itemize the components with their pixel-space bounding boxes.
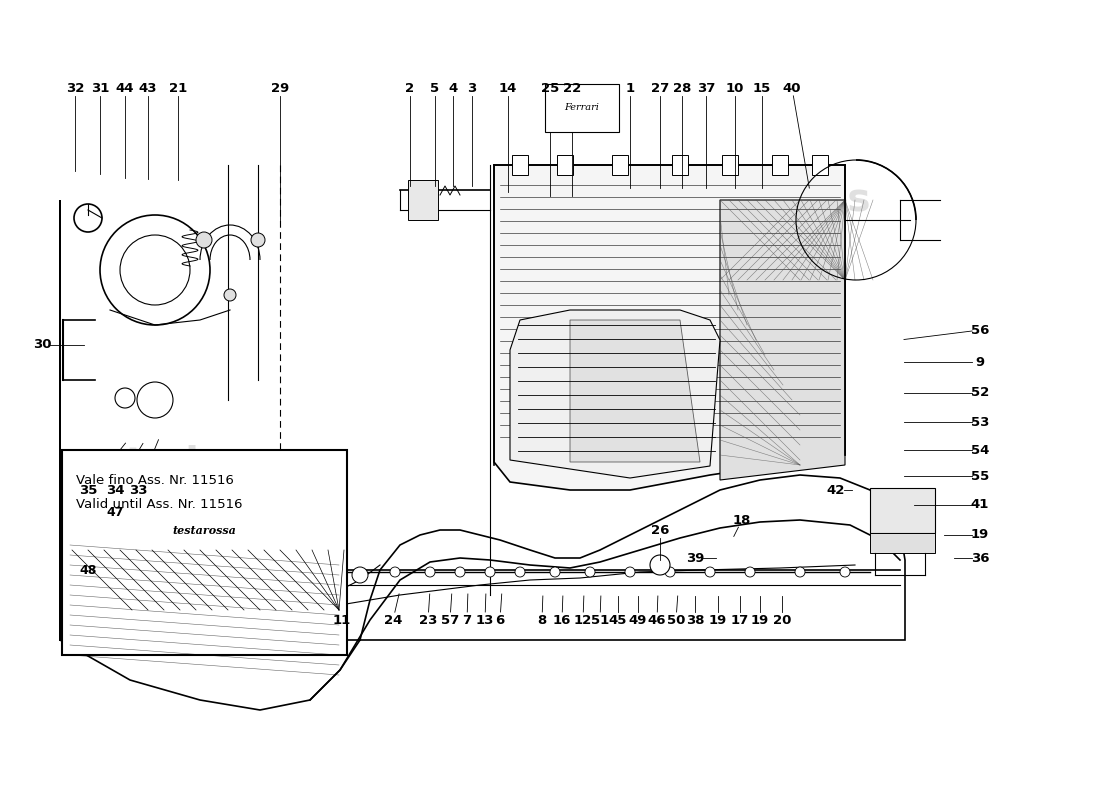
Bar [512,155,528,175]
Text: 38: 38 [685,614,704,626]
Circle shape [625,567,635,577]
Text: Vale fino Ass. Nr. 11516: Vale fino Ass. Nr. 11516 [76,474,234,486]
Text: 52: 52 [971,386,989,399]
Text: 16: 16 [553,614,571,626]
Circle shape [352,567,368,583]
Polygon shape [494,165,845,490]
Text: 42: 42 [827,483,845,497]
Bar [772,155,788,175]
Text: 53: 53 [971,415,989,429]
Text: 11: 11 [333,614,351,626]
Text: 39: 39 [685,551,704,565]
Bar [870,488,935,533]
Bar [62,450,347,655]
Circle shape [515,567,525,577]
Text: 5: 5 [430,82,440,94]
Text: 25: 25 [541,82,559,94]
Text: 49: 49 [629,614,647,626]
Text: 31: 31 [91,82,109,94]
Text: 12: 12 [574,614,592,626]
Text: 24: 24 [384,614,403,626]
Text: 40: 40 [783,82,801,94]
Circle shape [390,567,400,577]
Text: 15: 15 [752,82,771,94]
Text: Ferrari: Ferrari [564,103,600,113]
Text: autodanes: autodanes [72,445,302,483]
Circle shape [745,567,755,577]
Text: 56: 56 [971,323,989,337]
Text: testarossa: testarossa [172,525,235,535]
Text: 8: 8 [538,614,547,626]
Text: 37: 37 [696,82,715,94]
Text: 6: 6 [495,614,505,626]
Circle shape [666,567,675,577]
Text: 43: 43 [139,82,157,94]
Text: 19: 19 [751,614,769,626]
Text: 47: 47 [107,506,123,518]
Text: 41: 41 [971,498,989,511]
Text: 27: 27 [651,82,669,94]
Circle shape [840,567,850,577]
Text: 57: 57 [441,614,459,626]
Bar [722,155,738,175]
Circle shape [485,567,495,577]
Text: 20: 20 [773,614,791,626]
Text: 32: 32 [66,82,85,94]
Text: 55: 55 [971,470,989,482]
Bar [408,180,438,220]
Bar [870,533,935,553]
Circle shape [224,289,236,301]
Text: 10: 10 [726,82,745,94]
Text: 1: 1 [626,82,635,94]
Circle shape [425,567,435,577]
Text: 7: 7 [462,614,472,626]
Text: 9: 9 [976,355,984,369]
Polygon shape [510,310,720,478]
Polygon shape [720,200,845,480]
Bar [812,155,828,175]
Text: 50: 50 [667,614,685,626]
Text: eurospares: eurospares [625,181,871,219]
Text: 4: 4 [449,82,458,94]
Text: 18: 18 [733,514,751,526]
Text: 21: 21 [169,82,187,94]
Text: 17: 17 [730,614,749,626]
Bar [672,155,688,175]
Text: 33: 33 [129,483,147,497]
Text: 2: 2 [406,82,415,94]
Text: 28: 28 [673,82,691,94]
Text: 26: 26 [651,523,669,537]
Text: 22: 22 [563,82,581,94]
Text: 48: 48 [79,563,97,577]
Text: 44: 44 [116,82,134,94]
Bar [557,155,573,175]
Text: 51: 51 [591,614,609,626]
Text: 19: 19 [708,614,727,626]
Circle shape [650,555,670,575]
Circle shape [705,567,715,577]
Text: 45: 45 [608,614,627,626]
Circle shape [455,567,465,577]
Circle shape [585,567,595,577]
Text: 54: 54 [971,443,989,457]
Text: Valid until Ass. Nr. 11516: Valid until Ass. Nr. 11516 [76,498,242,511]
Circle shape [251,233,265,247]
Text: 46: 46 [648,614,667,626]
Polygon shape [570,320,700,462]
Text: 29: 29 [271,82,289,94]
Text: 30: 30 [33,338,52,351]
Text: 13: 13 [476,614,494,626]
Bar [612,155,628,175]
Circle shape [795,567,805,577]
Text: 19: 19 [971,529,989,542]
Text: 35: 35 [79,483,97,497]
Text: 23: 23 [419,614,437,626]
Text: 36: 36 [970,551,989,565]
Text: 34: 34 [106,483,124,497]
Text: 14: 14 [498,82,517,94]
Circle shape [550,567,560,577]
Text: 3: 3 [468,82,476,94]
Circle shape [196,232,212,248]
